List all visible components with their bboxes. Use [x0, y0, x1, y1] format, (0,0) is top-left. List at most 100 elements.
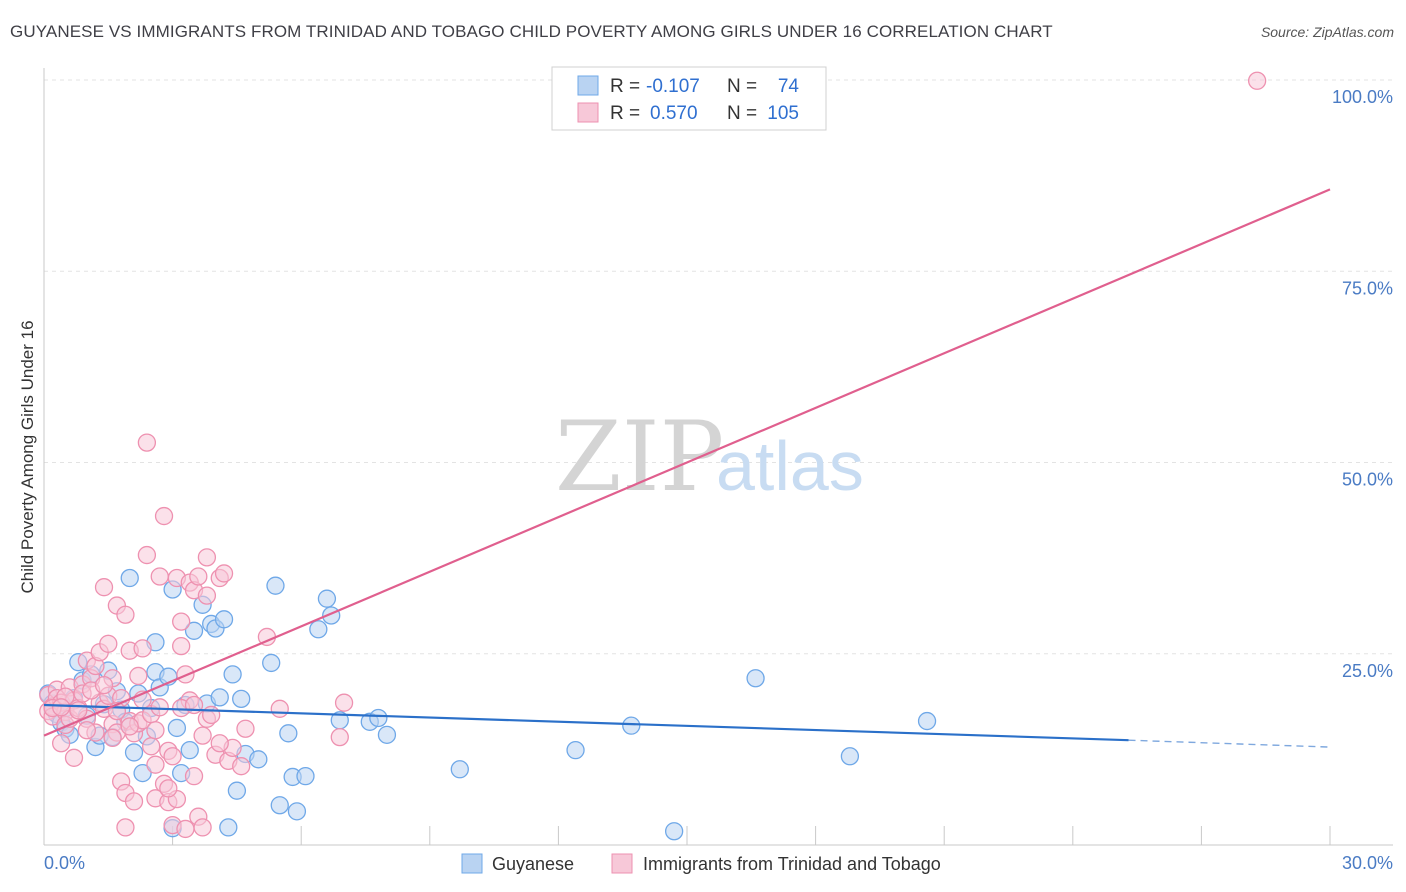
- y-tick-labels: 25.0% 50.0% 75.0% 100.0%: [1332, 87, 1393, 681]
- correlation-legend: R = -0.107 N = 74 R = 0.570 N = 105: [551, 66, 827, 131]
- trinidad-point-87: [1247, 71, 1267, 90]
- legend-r-value-0: -0.107: [646, 76, 700, 97]
- trend-lines: [43, 188, 1331, 748]
- guyanese-point-23: [133, 763, 152, 783]
- trinidad-point-26: [99, 634, 118, 653]
- bottom-legend-swatch-trinidad: [611, 853, 633, 874]
- bottom-legend-swatch-guyanese: [461, 853, 483, 874]
- legend-r-value-1: 0.570: [650, 103, 698, 124]
- trinidad-point-104: [51, 698, 71, 717]
- trinidad-point-78: [214, 564, 234, 583]
- trinidad-point-7: [51, 734, 71, 753]
- guyanese-point-36: [184, 621, 204, 640]
- guyanese-point-69: [917, 711, 937, 731]
- guyanese-point-63: [450, 760, 469, 779]
- data-points: [39, 71, 1267, 841]
- y-tick-label-1: 50.0%: [1342, 470, 1393, 490]
- guyanese-point-48: [249, 750, 268, 769]
- trinidad-point-61: [172, 612, 191, 631]
- trinidad-point-82: [236, 719, 255, 738]
- trinidad-point-71: [193, 726, 212, 745]
- guyanese-point-49: [262, 653, 281, 673]
- guyanese-point-66: [664, 822, 684, 841]
- guyanese-point-46: [232, 689, 251, 709]
- guyanese-point-64: [566, 740, 585, 760]
- guyanese-point-42: [214, 610, 234, 629]
- trinidad-point-47: [142, 737, 161, 756]
- watermark-atlas: atlas: [716, 427, 864, 505]
- trinidad-point-64: [176, 819, 195, 839]
- trinidad-point-101: [210, 734, 229, 753]
- bottom-legend-label-trinidad: Immigrants from Trinidad and Tobago: [643, 854, 941, 874]
- guyanese-point-21: [124, 743, 144, 762]
- trinidad-point-90: [69, 701, 88, 720]
- legend-r-label-1: R =: [610, 103, 640, 124]
- guyanese-point-56: [309, 620, 328, 639]
- trinidad-point-51: [150, 567, 169, 586]
- trinidad-point-103: [103, 728, 122, 748]
- y-tick-label-3: 100.0%: [1332, 87, 1393, 107]
- trinidad-point-72: [193, 818, 212, 837]
- trinidad-point-84: [270, 699, 289, 718]
- watermark-zip: ZIP: [555, 401, 724, 513]
- guyanese-point-55: [296, 767, 315, 786]
- legend-swatch-guyanese: [577, 75, 599, 96]
- trinidad-point-34: [116, 605, 135, 624]
- y-axis-label: Child Poverty Among Girls Under 16: [18, 320, 37, 593]
- guyanese-point-54: [287, 802, 307, 821]
- trinidad-point-53: [154, 506, 174, 526]
- guyanese-point-52: [279, 724, 298, 743]
- legend-n-value-0: 74: [778, 76, 800, 97]
- trinidad-point-52: [150, 698, 169, 717]
- guyanese-trend-line: [43, 703, 1129, 742]
- y-tick-label-0: 25.0%: [1342, 661, 1393, 681]
- trinidad-point-74: [197, 548, 217, 567]
- trinidad-point-102: [77, 721, 97, 740]
- trinidad-point-94: [120, 717, 139, 736]
- trinidad-point-40: [124, 792, 144, 811]
- guyanese-point-35: [180, 740, 199, 760]
- trinidad-point-45: [137, 433, 157, 452]
- series-legend: Guyanese Immigrants from Trinidad and To…: [461, 853, 941, 874]
- guyanese-point-45: [227, 781, 247, 800]
- guyanese-point-51: [270, 796, 289, 815]
- guyanese-trend-extension: [1128, 739, 1331, 748]
- guyanese-point-41: [210, 688, 229, 707]
- guyanese-point-43: [219, 818, 238, 837]
- guyanese-point-67: [746, 669, 765, 688]
- trinidad-point-81: [232, 757, 251, 776]
- guyanese-point-62: [377, 725, 397, 744]
- trinidad-point-12: [64, 748, 84, 767]
- trinidad-point-57: [163, 747, 182, 766]
- chart-title: GUYANESE VS IMMIGRANTS FROM TRINIDAD AND…: [10, 22, 1053, 41]
- trinidad-point-69: [189, 567, 208, 586]
- trinidad-point-97: [159, 779, 178, 798]
- guyanese-point-20: [120, 568, 139, 588]
- guyanese-point-50: [266, 576, 285, 595]
- trinidad-point-86: [334, 693, 354, 712]
- legend-n-label-1: N =: [727, 103, 757, 124]
- guyanese-point-65: [622, 716, 641, 735]
- y-tick-label-2: 75.0%: [1342, 278, 1393, 298]
- bottom-legend-label-guyanese: Guyanese: [492, 854, 574, 874]
- guyanese-point-32: [167, 718, 187, 738]
- x-tick-min: 0.0%: [44, 853, 85, 873]
- trinidad-point-41: [129, 666, 148, 686]
- grid-lines: [44, 79, 1393, 655]
- legend-r-label-0: R =: [610, 76, 640, 97]
- x-tick-max: 30.0%: [1342, 853, 1393, 873]
- legend-n-label-0: N =: [727, 76, 757, 97]
- legend-swatch-trinidad: [577, 102, 599, 123]
- trinidad-point-68: [184, 767, 204, 786]
- trinidad-point-75: [202, 705, 221, 725]
- trinidad-point-100: [197, 586, 217, 605]
- guyanese-point-44: [223, 665, 242, 684]
- trinidad-point-62: [172, 636, 191, 656]
- trinidad-point-24: [94, 578, 114, 597]
- source-label: Source: ZipAtlas.com: [1260, 24, 1394, 40]
- guyanese-point-61: [369, 708, 388, 728]
- trinidad-point-46: [137, 545, 157, 565]
- guyanese-point-68: [840, 747, 860, 766]
- guyanese-point-57: [317, 589, 337, 608]
